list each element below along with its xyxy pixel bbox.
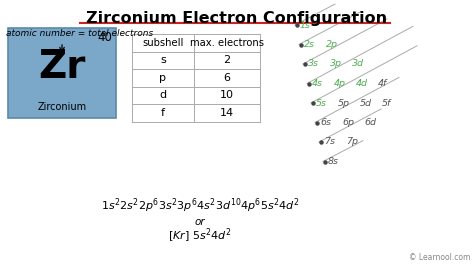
Text: 14: 14 [220,108,234,118]
Text: $1s^22s^22p^63s^23p^64s^23d^{10}4p^65s^24d^2$: $1s^22s^22p^63s^23p^64s^23d^{10}4p^65s^2… [100,197,300,215]
Text: 6p: 6p [342,118,354,127]
Text: 4d: 4d [356,79,368,88]
Text: 1s: 1s [300,20,311,30]
Bar [8,28,116,118]
Text: max. electrons: max. electrons [190,38,264,48]
Text: d: d [159,90,166,100]
Text: 7s: 7s [324,138,335,147]
Text: 5d: 5d [360,98,372,107]
Text: 3p: 3p [330,60,342,69]
Text: 4p: 4p [334,79,346,88]
Text: 7p: 7p [346,138,358,147]
Text: 5f: 5f [382,98,392,107]
Text: p: p [159,73,166,83]
Text: 5p: 5p [338,98,350,107]
Text: or: or [195,217,205,227]
Text: s: s [160,55,166,65]
Text: © Learnool.com: © Learnool.com [409,253,470,262]
Text: Zirconium Electron Configuration: Zirconium Electron Configuration [86,11,388,26]
Text: 6: 6 [224,73,230,83]
Text: 2p: 2p [326,40,338,49]
Text: Zirconium: Zirconium [37,102,87,112]
Text: 3d: 3d [352,60,364,69]
Text: atomic number = total electrons: atomic number = total electrons [6,29,153,38]
Text: 3s: 3s [308,60,319,69]
Text: 4s: 4s [312,79,323,88]
Text: subshell: subshell [142,38,184,48]
Text: 40: 40 [97,31,112,44]
Text: 8s: 8s [328,157,339,166]
Text: 6s: 6s [320,118,331,127]
Text: 2s: 2s [304,40,315,49]
Text: $[Kr]\ 5s^24d^2$: $[Kr]\ 5s^24d^2$ [168,227,232,245]
Text: Zr: Zr [38,48,86,86]
Text: f: f [161,108,165,118]
Text: 5s: 5s [316,98,327,107]
Text: 10: 10 [220,90,234,100]
Text: 4f: 4f [378,79,387,88]
Text: 6d: 6d [364,118,376,127]
Text: 2: 2 [223,55,230,65]
